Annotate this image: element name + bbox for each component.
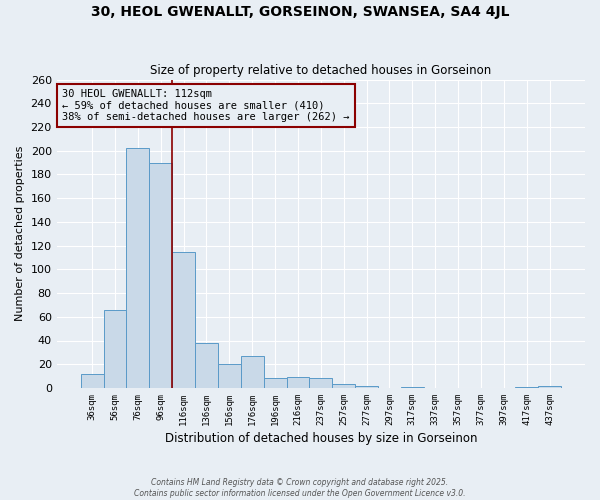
Bar bbox=[515, 387, 538, 388]
Bar bbox=[355, 386, 378, 388]
Bar bbox=[195, 343, 218, 388]
Bar bbox=[287, 378, 310, 388]
Bar bbox=[80, 374, 104, 388]
Bar bbox=[172, 252, 195, 388]
Bar bbox=[218, 364, 241, 388]
Text: 30 HEOL GWENALLT: 112sqm
← 59% of detached houses are smaller (410)
38% of semi-: 30 HEOL GWENALLT: 112sqm ← 59% of detach… bbox=[62, 89, 349, 122]
Text: 30, HEOL GWENALLT, GORSEINON, SWANSEA, SA4 4JL: 30, HEOL GWENALLT, GORSEINON, SWANSEA, S… bbox=[91, 5, 509, 19]
Bar bbox=[241, 356, 263, 388]
X-axis label: Distribution of detached houses by size in Gorseinon: Distribution of detached houses by size … bbox=[164, 432, 477, 445]
Bar bbox=[149, 162, 172, 388]
Title: Size of property relative to detached houses in Gorseinon: Size of property relative to detached ho… bbox=[150, 64, 491, 77]
Bar bbox=[104, 310, 127, 388]
Bar bbox=[263, 378, 287, 388]
Text: Contains HM Land Registry data © Crown copyright and database right 2025.
Contai: Contains HM Land Registry data © Crown c… bbox=[134, 478, 466, 498]
Bar bbox=[310, 378, 332, 388]
Bar bbox=[332, 384, 355, 388]
Y-axis label: Number of detached properties: Number of detached properties bbox=[15, 146, 25, 322]
Bar bbox=[127, 148, 149, 388]
Bar bbox=[401, 387, 424, 388]
Bar bbox=[538, 386, 561, 388]
